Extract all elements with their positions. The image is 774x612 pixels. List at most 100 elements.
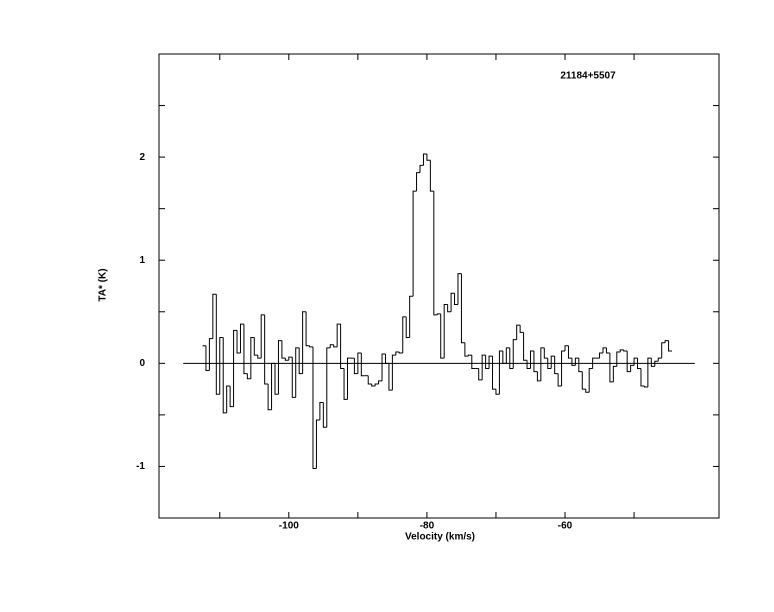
spectrum-channel bbox=[419, 164, 424, 173]
spectrum-channel bbox=[371, 383, 376, 387]
spectrum-channel bbox=[554, 356, 559, 375]
spectrum-channel bbox=[588, 367, 593, 393]
y-tick-label: 1 bbox=[139, 255, 145, 266]
spectrum-channel bbox=[243, 324, 248, 375]
spectrum-channel bbox=[436, 313, 441, 315]
spectrum-channel bbox=[481, 354, 486, 380]
spectrum-channel bbox=[343, 368, 348, 400]
spectrum-channel bbox=[405, 316, 410, 339]
spectrum-channel bbox=[305, 311, 310, 347]
spectrum-channel bbox=[550, 355, 555, 369]
spectrum-channel bbox=[239, 323, 244, 354]
spectrum-channel bbox=[440, 313, 445, 359]
plot-frame bbox=[158, 53, 720, 519]
spectrum-channel bbox=[329, 344, 334, 348]
spectrum-channel bbox=[502, 350, 507, 364]
x-tick-label: -100 bbox=[279, 521, 299, 532]
spectrum-channel bbox=[540, 347, 545, 381]
spectrum-channel bbox=[668, 340, 673, 352]
spectrum-channel bbox=[257, 355, 262, 359]
spectrum-channel bbox=[281, 340, 286, 359]
spectrum-channel bbox=[457, 273, 462, 305]
spectrum-channel bbox=[516, 324, 521, 340]
spectrum-channel bbox=[450, 292, 455, 312]
spectrum-channel bbox=[326, 347, 331, 428]
spectrum-channel bbox=[226, 385, 231, 413]
spectrum-channel bbox=[533, 350, 538, 373]
spectrum-channel bbox=[519, 325, 524, 333]
x-axis-label: Velocity (km/s) bbox=[405, 532, 475, 543]
spectrum-channel bbox=[284, 358, 289, 361]
spectrum-channel bbox=[212, 293, 217, 339]
y-axis-label: TA* (K) bbox=[98, 268, 109, 301]
spectrum-channel bbox=[426, 154, 431, 161]
spectrum-channel bbox=[298, 347, 303, 375]
spectrum-channel bbox=[374, 383, 379, 387]
spectrum-channel bbox=[288, 356, 293, 361]
y-tick-label: 0 bbox=[139, 358, 145, 369]
spectrum-channel bbox=[236, 330, 241, 354]
spectrum-channel bbox=[381, 353, 386, 381]
spectrum-channel bbox=[309, 345, 313, 348]
spectrum-channel bbox=[357, 352, 362, 374]
spectrum-channel bbox=[471, 355, 476, 369]
spectrum-channel bbox=[429, 160, 434, 192]
spectrum-channel bbox=[567, 345, 572, 359]
spectrum-channel bbox=[246, 373, 251, 380]
spectrum-channel bbox=[416, 172, 421, 192]
spectrum-channel bbox=[443, 304, 448, 359]
spectrum-channel bbox=[291, 357, 296, 398]
spectrum-channel bbox=[664, 340, 669, 343]
spectrum-channel bbox=[619, 349, 624, 352]
spectrum-channel bbox=[523, 332, 528, 361]
spectrum-channel bbox=[322, 402, 327, 428]
spectrum-channel bbox=[633, 357, 638, 366]
spectrum-channel bbox=[229, 386, 234, 408]
y-tick-label: 2 bbox=[139, 152, 145, 163]
spectrum-channel bbox=[495, 389, 500, 395]
spectrum-channel bbox=[398, 351, 403, 354]
y-tick-label: -1 bbox=[136, 461, 145, 472]
spectrum-channel bbox=[412, 190, 417, 297]
spectrum-channel bbox=[599, 352, 603, 359]
spectrum-channel bbox=[585, 389, 590, 393]
spectrum-channel bbox=[454, 293, 458, 306]
spectrum-channel bbox=[543, 347, 548, 359]
spectrum-channel bbox=[208, 338, 213, 371]
spectrum-channel bbox=[650, 358, 655, 367]
spectrum-channel bbox=[340, 324, 345, 369]
spectrum-channel bbox=[233, 329, 238, 407]
spectrum-channel bbox=[630, 364, 635, 372]
spectrum-channel bbox=[460, 273, 465, 344]
spectrum-channel bbox=[578, 358, 583, 373]
spectrum-channel bbox=[485, 355, 490, 369]
spectrum-channel bbox=[637, 358, 641, 369]
spectrum-channel bbox=[612, 365, 617, 382]
spectrum-channel bbox=[215, 294, 220, 395]
spectrum-channel bbox=[657, 357, 662, 362]
spectrum-channel bbox=[492, 356, 496, 390]
spectrum-channel bbox=[267, 383, 272, 411]
spectrum-channel bbox=[315, 419, 320, 469]
spectrum-channel bbox=[488, 355, 493, 369]
spectrum-channel bbox=[302, 311, 307, 374]
spectrum-channel bbox=[529, 350, 534, 369]
spectrum-channel bbox=[422, 153, 427, 166]
spectrum-channel bbox=[647, 357, 652, 388]
spectrum-channel bbox=[271, 362, 276, 410]
spectrum-channel bbox=[464, 342, 469, 357]
spectrum-channel bbox=[609, 353, 614, 383]
spectrum-channel bbox=[295, 347, 300, 398]
spectrum-channel bbox=[367, 375, 372, 385]
spectrum-channel bbox=[509, 347, 514, 369]
spectrum-channel bbox=[388, 363, 393, 391]
spectrum-channel bbox=[378, 380, 383, 384]
spectrum-channel bbox=[250, 337, 255, 379]
spectrum-channel bbox=[564, 345, 569, 351]
spectrum-channel bbox=[478, 368, 483, 381]
spectrum-channel bbox=[623, 349, 628, 352]
spectrum-channel bbox=[260, 314, 265, 359]
spectrum-channel bbox=[391, 354, 396, 391]
x-tick-label: -60 bbox=[558, 521, 573, 532]
